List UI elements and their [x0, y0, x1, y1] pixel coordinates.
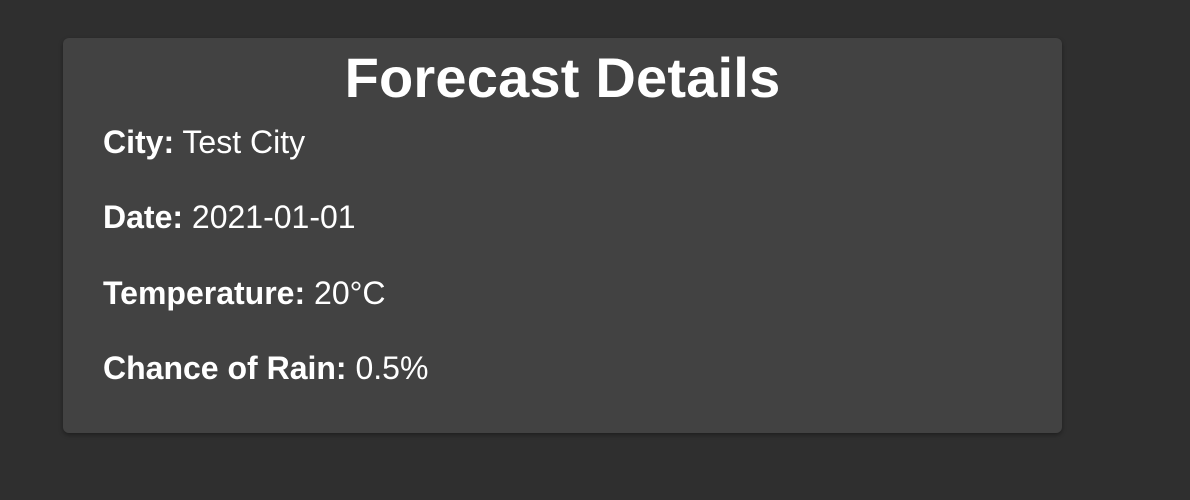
city-row: City: Test City — [103, 124, 305, 160]
date-label: Date: — [103, 199, 184, 235]
city-value: Test City — [182, 124, 306, 160]
temperature-value: 20°C — [314, 275, 386, 311]
temperature-label: Temperature: — [103, 275, 306, 311]
chance-of-rain-label: Chance of Rain: — [103, 350, 347, 386]
date-value: 2021-01-01 — [191, 199, 356, 235]
chance-of-rain-value: 0.5% — [355, 350, 429, 386]
date-row: Date: 2021-01-01 — [103, 199, 356, 235]
city-label: City: — [103, 124, 175, 160]
chance-of-rain-row: Chance of Rain: 0.5% — [103, 350, 428, 386]
page-title: Forecast Details — [344, 46, 781, 109]
forecast-card: Forecast Details City: Test City Date: 2… — [63, 38, 1062, 433]
temperature-row: Temperature: 20°C — [103, 275, 386, 311]
